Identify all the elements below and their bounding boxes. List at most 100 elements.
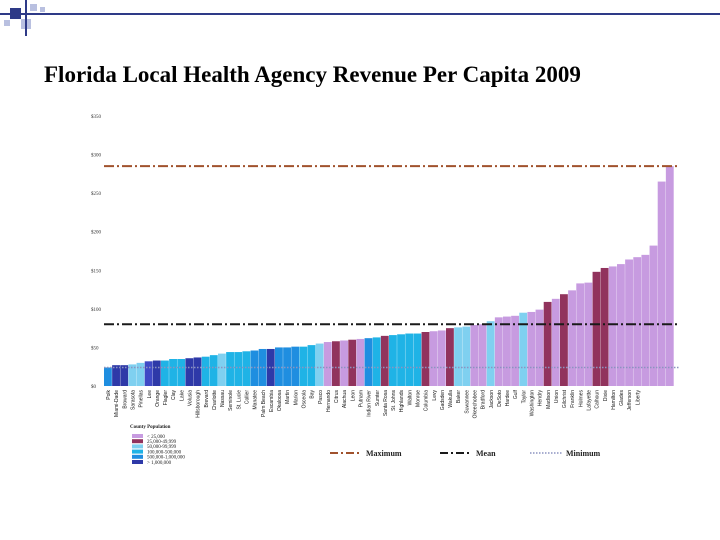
- bar: [633, 257, 642, 386]
- bar: [218, 353, 226, 386]
- category-label: Alachua: [342, 390, 348, 408]
- category-label: Highlands: [399, 390, 405, 413]
- category-label: Broward: [122, 390, 128, 409]
- bar: [380, 335, 389, 386]
- bar: [144, 361, 153, 386]
- category-label: Calhoun: [595, 390, 601, 409]
- bar: [429, 331, 438, 386]
- y-tick-label: $200: [91, 231, 102, 236]
- category-label: Hardee: [505, 390, 511, 407]
- category-label: Gadsden: [440, 390, 446, 411]
- legend-swatch: [132, 439, 143, 444]
- slide-title: Florida Local Health Agency Revenue Per …: [44, 62, 581, 87]
- category-label: Palm Beach: [261, 390, 267, 417]
- category-label: Walton: [407, 390, 413, 406]
- bar: [389, 335, 397, 386]
- category-label: Hamilton: [611, 390, 617, 410]
- reference-legend-label: Maximum: [366, 449, 402, 458]
- bar: [397, 334, 405, 386]
- bar: [120, 365, 129, 386]
- category-label: St. Lucie: [236, 390, 242, 410]
- bar: [584, 282, 593, 386]
- legend-label: < 25,000: [147, 435, 165, 440]
- category-label: Holmes: [578, 390, 584, 407]
- bar: [201, 356, 210, 386]
- bar: [283, 347, 291, 386]
- y-tick-label: $300: [91, 154, 102, 159]
- category-label: Martin: [285, 390, 291, 404]
- bar: [641, 254, 650, 386]
- category-label: Hernando: [326, 390, 332, 412]
- bar: [405, 333, 414, 386]
- bar: [568, 290, 576, 386]
- category-label: Dixie: [603, 390, 609, 401]
- bar: [266, 348, 275, 386]
- legend-swatch: [132, 434, 143, 438]
- category-label: Marion: [293, 390, 299, 406]
- bar: [625, 259, 633, 386]
- category-label: Seminole: [228, 390, 234, 411]
- category-label: Sarasota: [131, 390, 137, 410]
- category-label: Wakulla: [448, 390, 454, 408]
- category-label: Gulf: [513, 389, 519, 399]
- y-tick-label: $250: [91, 192, 102, 197]
- category-label: Flagler: [163, 390, 169, 406]
- bar: [478, 324, 487, 386]
- bar: [161, 360, 169, 386]
- category-label: Hendry: [538, 390, 544, 407]
- bar: [437, 330, 446, 386]
- category-label: Pasco: [318, 390, 324, 404]
- category-label: Levy: [432, 390, 438, 401]
- category-label: Baker: [456, 390, 462, 403]
- reference-legend-label: Mean: [476, 449, 496, 458]
- bar: [560, 294, 568, 386]
- category-label: Jefferson: [627, 390, 633, 411]
- category-label: Hillsborough: [196, 390, 202, 418]
- category-label: Putnam: [359, 390, 365, 407]
- reference-legend-label: Minimum: [566, 449, 601, 458]
- bar: [332, 341, 340, 386]
- category-label: Okeechobee: [473, 390, 479, 419]
- decor-vertical-rule: [25, 0, 27, 36]
- bar: [617, 264, 625, 386]
- y-tick-label: $50: [91, 346, 99, 351]
- category-label: Charlotte: [212, 390, 218, 411]
- category-label: Santa Rosa: [383, 390, 389, 416]
- bar: [275, 347, 283, 386]
- bar: [340, 340, 348, 386]
- bar: [657, 181, 666, 386]
- bar: [421, 332, 430, 386]
- category-label: Gilchrist: [562, 389, 568, 408]
- category-label: Collier: [245, 390, 251, 405]
- legend-swatch: [132, 460, 143, 464]
- category-label: Bay: [310, 390, 316, 399]
- bar: [299, 346, 308, 386]
- category-label: Lake: [179, 390, 185, 401]
- bar: [519, 312, 528, 386]
- decor-square-light: [30, 4, 37, 11]
- category-label: Taylor: [521, 390, 527, 404]
- bar: [592, 271, 601, 386]
- bar: [356, 338, 365, 386]
- bar: [348, 339, 357, 386]
- decor-square-light: [40, 7, 45, 12]
- bar: [193, 357, 202, 386]
- bar: [315, 343, 324, 386]
- category-label: Brevard: [204, 390, 210, 408]
- category-label: Orange: [155, 390, 161, 407]
- reference-lines: [104, 165, 680, 369]
- bar: [258, 348, 267, 386]
- y-tick-label: $0: [91, 385, 97, 390]
- y-tick-label: $100: [91, 308, 102, 313]
- bar: [112, 365, 120, 386]
- legend-label: 50,000-99,999: [147, 445, 177, 450]
- category-label: Glades: [619, 390, 625, 406]
- bar: [152, 360, 161, 386]
- category-label: Washington: [530, 390, 536, 416]
- bar: [185, 358, 194, 386]
- bar: [486, 321, 495, 386]
- category-label: Pinellas: [139, 390, 145, 408]
- category-label: Lafayette: [587, 390, 593, 411]
- bar: [234, 352, 243, 386]
- category-label: DeSoto: [497, 390, 503, 407]
